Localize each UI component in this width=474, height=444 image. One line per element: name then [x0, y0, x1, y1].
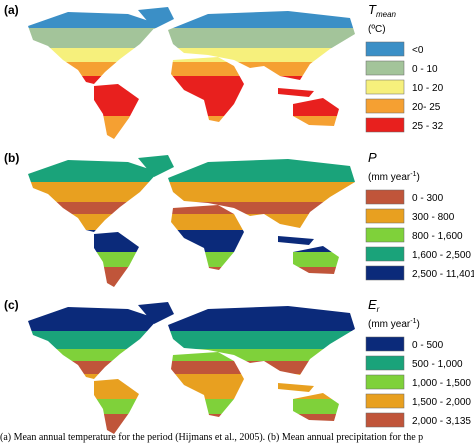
panel-label: (b) — [4, 151, 19, 165]
legend-label: 0 - 500 — [412, 340, 444, 351]
panel: (c) Er (mm year-1) 0 - 500 500 - 1,000 1,000 … — [4, 297, 471, 434]
panel-label: (c) — [4, 298, 19, 312]
unit-part: ) — [416, 319, 419, 330]
legend-label: 25 - 32 — [412, 121, 444, 132]
legend-swatch — [365, 60, 405, 76]
legend-title: Tmean — [368, 2, 397, 19]
unit-part: (mm year — [368, 172, 411, 183]
legend-label: 1,600 - 2,500 — [412, 250, 471, 261]
legend-title: Er — [368, 297, 380, 314]
world-map — [28, 7, 355, 139]
legend-label: 2,500 - 11,401 — [412, 269, 474, 280]
legend-label: 10 - 20 — [412, 83, 444, 94]
legend-symbol: P — [368, 150, 377, 165]
unit-part: ) — [416, 172, 419, 183]
world-map — [28, 155, 355, 287]
legend-label: 2,000 - 3,135 — [412, 416, 471, 427]
legend-label: 20- 25 — [412, 102, 441, 113]
legend-label: 0 - 300 — [412, 193, 444, 204]
legend-label: 500 - 1,000 — [412, 359, 463, 370]
unit-part: -1 — [410, 318, 416, 325]
unit-part: -1 — [410, 171, 416, 178]
legend-label: 300 - 800 — [412, 212, 455, 223]
legend-swatch — [365, 393, 405, 409]
legend-label: 1,000 - 1,500 — [412, 378, 471, 389]
legend-swatch — [365, 412, 405, 428]
world-map — [28, 302, 355, 434]
legend-swatch — [365, 98, 405, 114]
legend-swatch — [365, 117, 405, 133]
legend-swatch — [365, 79, 405, 95]
panel-label: (a) — [4, 3, 19, 17]
legend-swatch — [365, 208, 405, 224]
legend-swatch — [365, 336, 405, 352]
legend-title: P — [368, 150, 377, 165]
legend-label: 800 - 1,600 — [412, 231, 463, 242]
legend-label: 0 - 10 — [412, 64, 438, 75]
legend-swatch — [365, 227, 405, 243]
legend-symbol: E — [368, 297, 377, 312]
unit-part: (mm year — [368, 319, 411, 330]
legend-swatch — [365, 265, 405, 281]
panel: (b) P (mm year-1) 0 - 300 300 - 800 800 - 1,6… — [4, 150, 474, 287]
legend-swatch — [365, 189, 405, 205]
legend-symbol: T — [368, 2, 377, 17]
legend-label: <0 — [412, 45, 424, 56]
legend-swatch — [365, 41, 405, 57]
legend-subscript: mean — [376, 10, 397, 19]
caption: (a) Mean annual temperature for the peri… — [0, 432, 423, 443]
legend-unit: (mm year-1) — [368, 171, 420, 183]
panel: (a) Tmean (ºC) <0 0 - 10 10 - 20 20- 25 25 - 32 — [4, 2, 444, 139]
legend-unit: (ºC) — [368, 24, 386, 35]
legend-swatch — [365, 374, 405, 390]
legend-label: 1,500 - 2,000 — [412, 397, 471, 408]
legend-unit: (mm year-1) — [368, 318, 420, 330]
legend-subscript: r — [377, 305, 380, 314]
unit-part: (ºC) — [368, 24, 386, 35]
legend-swatch — [365, 355, 405, 371]
legend-swatch — [365, 246, 405, 262]
